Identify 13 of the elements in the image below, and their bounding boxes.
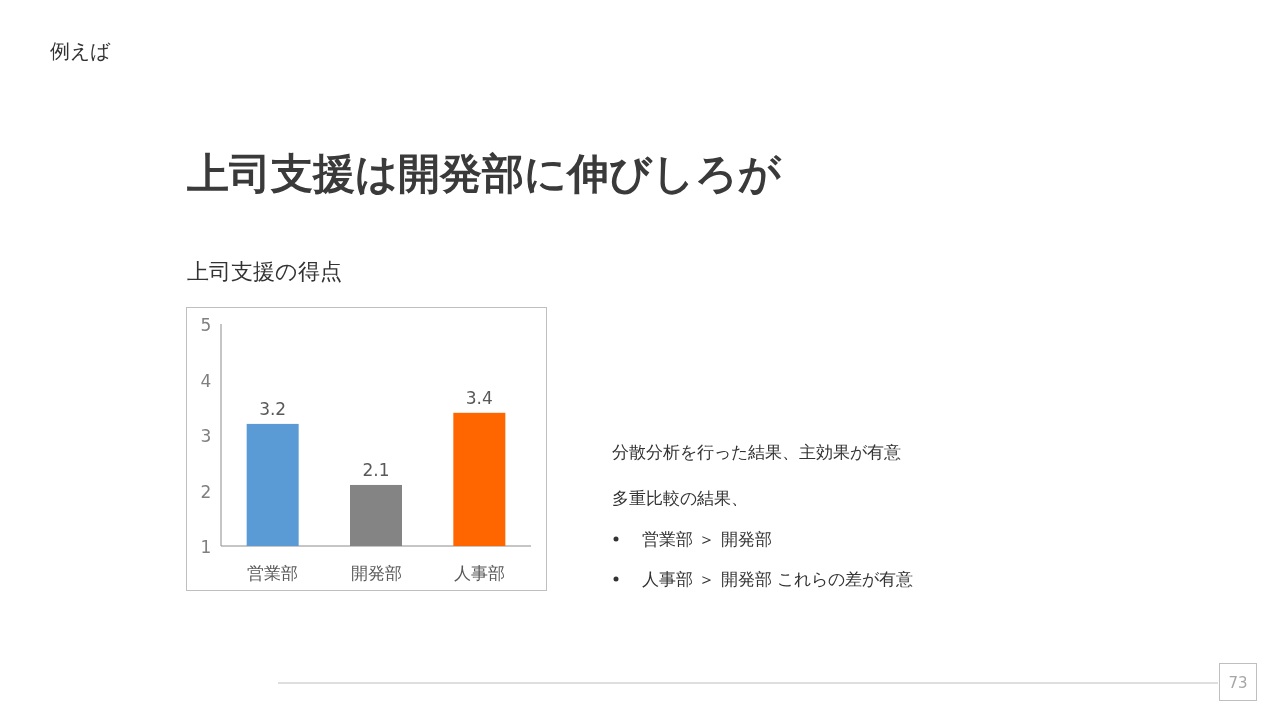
- annotation: 73: [1228, 674, 1248, 692]
- ytick: 5: [200, 315, 212, 335]
- subtitle: 上司支援の得点: [187, 259, 342, 284]
- ytick: 1: [200, 537, 212, 557]
- ytick: 2: [200, 481, 212, 502]
- ytick: 3: [200, 426, 212, 446]
- annotation: 多重比較の結果、: [612, 488, 748, 508]
- title: 上司支援は開発部に伸びしろが: [187, 149, 781, 198]
- annotation: 分散分析を行った結果、主効果が有意: [612, 442, 901, 462]
- annotation: 営業部 ＞ 開発部: [642, 529, 772, 549]
- annotation: 例えば: [50, 39, 110, 63]
- ytick: 4: [200, 370, 212, 391]
- annotation: 人事部 ＞ 開発部 これらの差が有意: [642, 569, 914, 589]
